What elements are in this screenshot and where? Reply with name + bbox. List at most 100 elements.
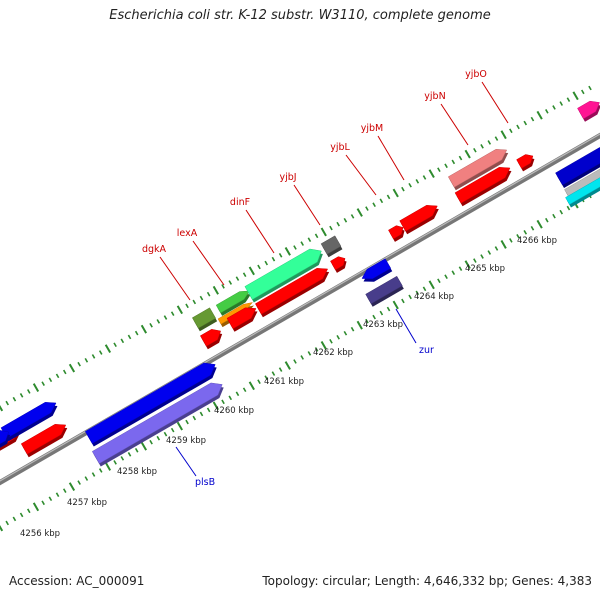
scale-tick-upper [415,179,420,184]
scale-tick-lower [392,300,399,310]
scale-tick-lower [559,209,564,215]
gene-yjbJ [330,256,347,273]
scale-tick-upper [307,237,312,243]
leader-line [395,308,417,344]
scale-tick-lower [98,468,103,473]
scale-tick-lower [199,411,204,417]
scale-label: 4261 kbp [264,377,304,387]
scale-tick-upper [451,159,456,165]
scale-tick-upper [329,225,333,231]
scale-tick-lower [248,381,255,391]
scale-tick-upper [336,221,340,227]
scale-tick-upper [422,175,427,180]
scale-tick-lower [500,240,507,249]
gene-yjbN [454,167,512,207]
scale-tick-upper [185,303,189,309]
scale-tick-upper [516,124,520,130]
scale-tick-upper [257,264,261,270]
scale-tick-lower [91,472,96,477]
gene-dinF [255,268,330,318]
gene-lexA-bar [215,290,252,316]
leader-line [192,240,225,286]
gene-dgkA [199,329,223,350]
scale-tick-upper [91,354,96,359]
scale-tick-lower [26,508,31,514]
scale-tick-lower [566,205,571,211]
scale-tick-lower [206,407,211,413]
scale-tick-lower [127,452,132,457]
scale-tick-lower [386,306,391,312]
gene-blue-right [555,147,600,189]
gene-label-yjbL: yjbL [330,142,350,153]
scale-tick-lower [185,419,189,425]
gene-dgkA-bar [191,307,218,332]
gene-label-yjbO: yjbO [465,69,487,80]
scale-tick-lower [271,371,276,376]
gene-label-lexA: lexA [177,228,198,239]
scale-tick-lower [350,326,355,332]
gene-yjbJ-bar [320,235,343,258]
gene-cyan-right [565,177,600,208]
scale-tick-upper [264,260,269,266]
gene-yjbN-bar [447,149,509,191]
scale-tick-lower [257,379,261,384]
scale-tick-upper [559,101,564,106]
scale-tick-lower [293,359,297,364]
scale-tick-upper [170,311,175,316]
scale-tick-lower [113,460,117,465]
scale-tick-upper [372,202,376,208]
scale-tick-upper [480,144,484,149]
scale-tick-lower [140,441,148,451]
scale-tick-lower [552,213,556,219]
gene-pink-edge [577,100,600,122]
scale-tick-upper [228,280,233,285]
gene-yjbO [516,154,535,172]
leader-line [345,154,377,196]
scale-tick-lower [473,258,477,263]
gene-label-zur: zur [419,345,434,356]
scale-tick-lower [329,339,333,344]
scale-tick-upper [48,377,53,383]
scale-tick-lower [68,482,76,492]
gene-dinF-bar [244,248,323,303]
scale-label: 4265 kbp [465,264,505,274]
gene-red-left [20,424,68,458]
scale-tick-upper [408,182,412,188]
scale-tick-lower [415,290,420,296]
scale-tick-lower [176,421,183,431]
leader-line [159,256,191,301]
scale-tick-upper [284,246,291,256]
gene-blue-zur-top [361,258,393,282]
scale-tick-upper [494,136,499,141]
scale-label: 4263 kbp [363,320,403,330]
scale-tick-lower [192,415,197,421]
scale-tick-lower [77,480,81,485]
scale-tick-upper [176,305,183,315]
scale-tick-lower [545,217,549,223]
scale-tick-lower [221,399,225,405]
scale-tick-lower [235,391,240,397]
scale-tick-upper [104,344,112,354]
scale-tick-lower [62,488,67,493]
scale-tick-upper [68,363,76,373]
scale-tick-lower [536,219,543,229]
scale-label: 4257 kbp [67,498,107,508]
map-title: Escherichia coli str. K-12 substr. W3110… [109,8,491,23]
scale-tick-lower [163,431,168,437]
scale-tick-upper [487,140,492,145]
scale-label: 4259 kbp [166,436,206,446]
gene-blue-center [84,362,217,447]
scale-tick-lower [530,225,535,231]
scale-tick-upper [140,324,148,334]
scale-tick-upper [271,256,276,262]
scale-tick-upper [163,315,168,320]
scale-tick-upper [293,245,297,250]
scale-tick-upper [314,233,319,239]
scale-tick-upper [98,350,103,355]
scale-tick-lower [343,330,348,336]
scale-tick-upper [26,389,31,394]
scale-tick-lower [494,246,499,251]
scale-tick-upper [62,369,67,375]
scale-tick-upper [149,322,153,328]
